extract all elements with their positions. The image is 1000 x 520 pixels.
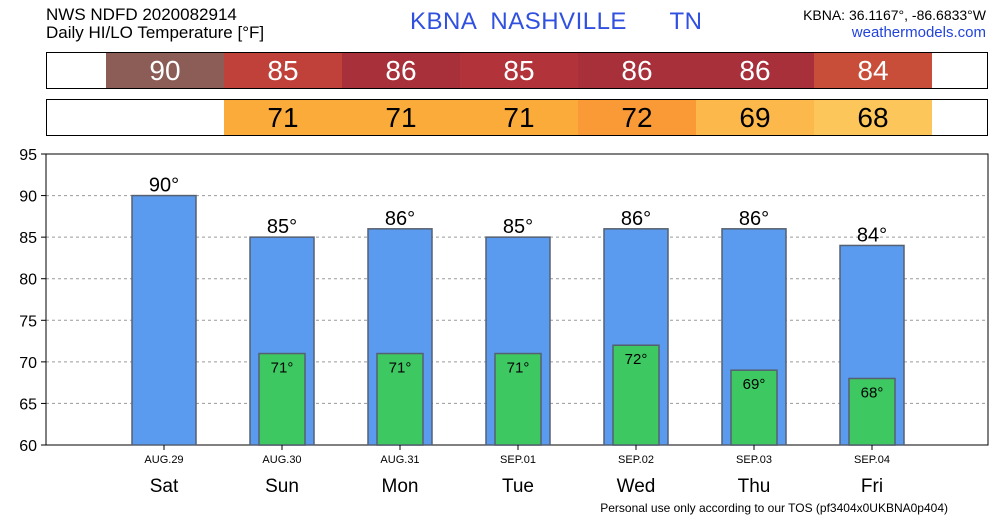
low-temp-cell: 71: [342, 100, 460, 135]
low-temp-label: 71°: [271, 360, 294, 377]
high-temp-label: 85°: [503, 216, 533, 238]
high-temp-cell: 85: [460, 53, 578, 88]
date-label: AUG.31: [380, 454, 419, 466]
low-temp-label: 71°: [389, 360, 412, 377]
low-temp-bar: [612, 344, 660, 446]
y-tick-label: 70: [19, 355, 37, 372]
date-label: SEP.03: [736, 454, 772, 466]
date-label: SEP.02: [618, 454, 654, 466]
high-temp-label: 86°: [385, 208, 415, 230]
station-title: KBNA NASHVILLE TN: [410, 8, 703, 36]
high-temp-label: 90°: [149, 175, 179, 197]
day-label: Sat: [150, 476, 179, 497]
date-label: AUG.29: [144, 454, 183, 466]
day-label: Sun: [265, 476, 299, 497]
high-temp-cell: 86: [342, 53, 460, 88]
low-temp-cell: 72: [578, 100, 696, 135]
high-temp-cell: 86: [696, 53, 814, 88]
product-line: Daily HI/LO Temperature [°F]: [46, 23, 265, 42]
day-label: Tue: [502, 476, 534, 497]
low-temp-cell: 71: [224, 100, 342, 135]
date-label: SEP.04: [854, 454, 890, 466]
header-right: KBNA: 36.1167°, -86.6833°W weathermodels…: [803, 6, 986, 42]
low-temp-label: 71°: [507, 360, 530, 377]
high-temp-cell: 86: [578, 53, 696, 88]
low-temp-cell: 68: [814, 100, 932, 135]
y-tick-label: 95: [19, 147, 37, 164]
station-id: KBNA: [410, 8, 477, 35]
station-name: NASHVILLE: [490, 8, 627, 35]
high-temp-cell: 84: [814, 53, 932, 88]
source-line: NWS NDFD 2020082914: [46, 5, 237, 24]
low-temp-label: 68°: [861, 384, 884, 401]
low-temp-bar: [730, 369, 778, 446]
high-temp-strip: 90 85 86 85 86 86 84: [46, 52, 988, 89]
station-coords: KBNA: 36.1167°, -86.6833°W: [803, 7, 986, 23]
low-temp-bar: [494, 352, 542, 446]
y-tick-label: 65: [19, 396, 37, 413]
low-temp-label: 72°: [625, 351, 648, 368]
day-label: Wed: [617, 476, 656, 497]
y-tick-label: 80: [19, 272, 37, 289]
high-temp-cell: 90: [106, 53, 224, 88]
header-left: NWS NDFD 2020082914 Daily HI/LO Temperat…: [46, 6, 264, 42]
high-temp-cell: 85: [224, 53, 342, 88]
high-temp-label: 84°: [857, 224, 887, 246]
low-temp-cell: 71: [460, 100, 578, 135]
low-temp-bar: [848, 377, 896, 446]
tos-footer: Personal use only according to our TOS (…: [600, 501, 948, 515]
day-label: Thu: [738, 476, 771, 497]
y-tick-label: 75: [19, 313, 37, 330]
low-temp-cell: 69: [696, 100, 814, 135]
y-tick-label: 90: [19, 189, 37, 206]
high-temp-label: 86°: [739, 208, 769, 230]
y-tick-label: 60: [19, 438, 37, 455]
date-label: SEP.01: [500, 454, 536, 466]
site-link[interactable]: weathermodels.com: [851, 24, 986, 41]
low-temp-bar: [258, 352, 306, 446]
day-label: Mon: [382, 476, 419, 497]
high-temp-label: 86°: [621, 208, 651, 230]
low-temp-strip: 71 71 71 72 69 68: [46, 99, 988, 136]
day-label: Fri: [861, 476, 883, 497]
high-temp-label: 85°: [267, 216, 297, 238]
low-temp-bar: [376, 352, 424, 446]
y-tick-label: 85: [19, 230, 37, 247]
date-label: AUG.30: [262, 454, 301, 466]
station-state: TN: [669, 8, 703, 35]
low-temp-label: 69°: [743, 376, 766, 393]
high-temp-bar: [131, 194, 197, 446]
